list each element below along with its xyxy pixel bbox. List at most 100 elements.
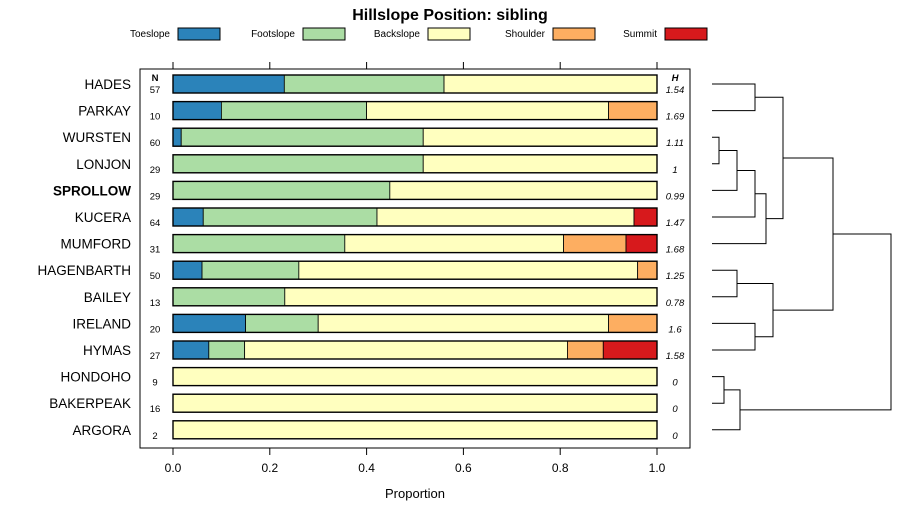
n-value-ireland: 20: [150, 324, 161, 335]
chart-title: Hillslope Position: sibling: [352, 7, 548, 24]
bar-segment-bailey-backslope: [284, 287, 658, 307]
bar-segment-hondoho-backslope: [172, 367, 658, 387]
site-label-hondoho: HONDOHO: [61, 370, 132, 385]
bar-segment-hades-backslope: [443, 74, 658, 94]
bar-segment-sprollow-backslope: [389, 180, 658, 200]
dendro-link-sprollow: [712, 150, 738, 191]
site-label-bailey: BAILEY: [84, 290, 131, 305]
bar-row-hagenbarth: HAGENBARTH 50 1.25: [37, 260, 685, 282]
bar-row-hades: HADES 57 1.54: [84, 74, 685, 96]
bar-segment-ireland-backslope: [317, 313, 610, 333]
h-value-hades: 1.54: [666, 85, 685, 96]
bar-segment-hades-footslope: [283, 74, 445, 94]
bar-segment-lonjon-backslope: [422, 154, 658, 174]
n-value-hagenbarth: 50: [150, 271, 161, 282]
legend-label-backslope: Backslope: [374, 29, 421, 40]
h-value-hagenbarth: 1.25: [666, 271, 685, 282]
site-label-argora: ARGORA: [72, 423, 131, 438]
site-label-hymas: HYMAS: [83, 343, 131, 358]
dendro-link-upper: [755, 96, 784, 220]
bar-segment-kucera-footslope: [202, 207, 378, 227]
bar-row-argora: ARGORA 2 0: [72, 420, 678, 442]
bar-segment-ireland-toeslope: [172, 313, 246, 333]
bar-segment-parkay-shoulder: [608, 101, 658, 120]
bar-segment-mumford-summit: [625, 234, 658, 254]
bar-row-bakerpeak: BAKERPEAK 16 0: [49, 393, 678, 415]
h-value-hondoho: 0: [672, 378, 678, 389]
n-value-lonjon: 29: [150, 165, 161, 176]
n-value-wursten: 60: [150, 138, 161, 149]
n-header: N: [152, 73, 159, 84]
legend-label-toeslope: Toeslope: [130, 29, 170, 40]
h-value-lonjon: 1: [672, 165, 677, 176]
legend: Toeslope Footslope Backslope Shoulder Summit: [130, 27, 708, 41]
bar-segment-parkay-toeslope: [172, 101, 222, 120]
h-value-argora: 0: [672, 431, 678, 442]
bar-outline-ireland: [172, 313, 658, 334]
bar-row-parkay: PARKAY 10 1.69: [78, 100, 685, 123]
n-value-mumford: 31: [150, 245, 161, 256]
dendro-link-kucera: [712, 169, 756, 218]
site-label-ireland: IRELAND: [72, 316, 131, 331]
h-value-hymas: 1.58: [666, 351, 685, 362]
bar-row-kucera: KUCERA 64 1.47: [75, 207, 685, 229]
bar-segment-bailey-footslope: [172, 287, 286, 307]
bar-segment-hymas-backslope: [244, 340, 568, 360]
bar-segment-kucera-summit: [633, 207, 658, 227]
dendro-link-top: [773, 157, 834, 311]
site-label-sprollow: SPROLLOW: [53, 183, 131, 198]
bar-outline-hymas: [172, 340, 658, 360]
n-value-bakerpeak: 16: [150, 404, 161, 415]
x-tick-label-3: 0.6: [455, 461, 472, 475]
dendro-link-ireland-hymas: [712, 322, 756, 351]
legend-swatch-shoulder: [552, 27, 596, 41]
bar-outline-wursten: [172, 127, 658, 147]
dendro-link-argora: [712, 389, 741, 431]
x-axis-title: Proportion: [385, 486, 445, 501]
bar-segment-wursten-footslope: [180, 127, 424, 147]
n-value-hymas: 27: [150, 351, 161, 362]
x-tick-label-0: 0.0: [165, 461, 182, 475]
x-axis: 0.0 0.2 0.4 0.6 0.8 1.0: [165, 62, 666, 475]
legend-swatch-backslope: [427, 27, 471, 41]
bar-outline-hades: [172, 74, 658, 94]
bar-row-ireland: IRELAND 20 1.6: [72, 313, 682, 335]
dendro-link-hades-parkay: [712, 83, 756, 112]
bar-outline-lonjon: [172, 154, 658, 174]
bar-outline-hagenbarth: [172, 260, 658, 280]
site-label-hades: HADES: [84, 77, 131, 92]
legend-label-footslope: Footslope: [251, 29, 295, 40]
h-value-bailey: 0.78: [666, 298, 685, 309]
legend-swatch-toeslope: [177, 27, 221, 41]
bar-outline-argora: [172, 420, 658, 440]
bar-outline-bailey: [172, 287, 658, 307]
site-label-hagenbarth: HAGENBARTH: [37, 263, 131, 278]
dendro-link-root: [740, 233, 892, 411]
bar-segment-wursten-toeslope: [172, 127, 182, 147]
site-label-lonjon: LONJON: [76, 157, 131, 172]
plot-frame: [139, 68, 691, 449]
bar-segment-lonjon-footslope: [172, 154, 424, 174]
bar-row-hymas: HYMAS 27 1.58: [83, 340, 685, 362]
dendrogram: [712, 83, 892, 431]
bar-row-wursten: WURSTEN 60 1.11: [63, 127, 684, 149]
site-label-bakerpeak: BAKERPEAK: [49, 396, 131, 411]
n-value-hades: 57: [150, 85, 161, 96]
bar-segment-ireland-shoulder: [608, 313, 658, 333]
x-tick-label-1: 0.2: [261, 461, 278, 475]
n-value-parkay: 10: [150, 112, 161, 123]
bar-row-sprollow: SPROLLOW 29 0.99: [53, 180, 685, 202]
site-label-parkay: PARKAY: [78, 104, 131, 119]
n-value-sprollow: 29: [150, 191, 161, 202]
bar-segment-hades-toeslope: [172, 74, 285, 94]
h-value-wursten: 1.11: [666, 138, 684, 149]
h-value-bakerpeak: 0: [672, 404, 678, 415]
bar-segment-mumford-shoulder: [563, 234, 627, 254]
legend-label-summit: Summit: [623, 29, 657, 40]
h-header: H: [672, 73, 680, 84]
n-value-bailey: 13: [150, 298, 161, 309]
h-value-ireland: 1.6: [668, 324, 682, 335]
legend-label-shoulder: Shoulder: [505, 29, 546, 40]
